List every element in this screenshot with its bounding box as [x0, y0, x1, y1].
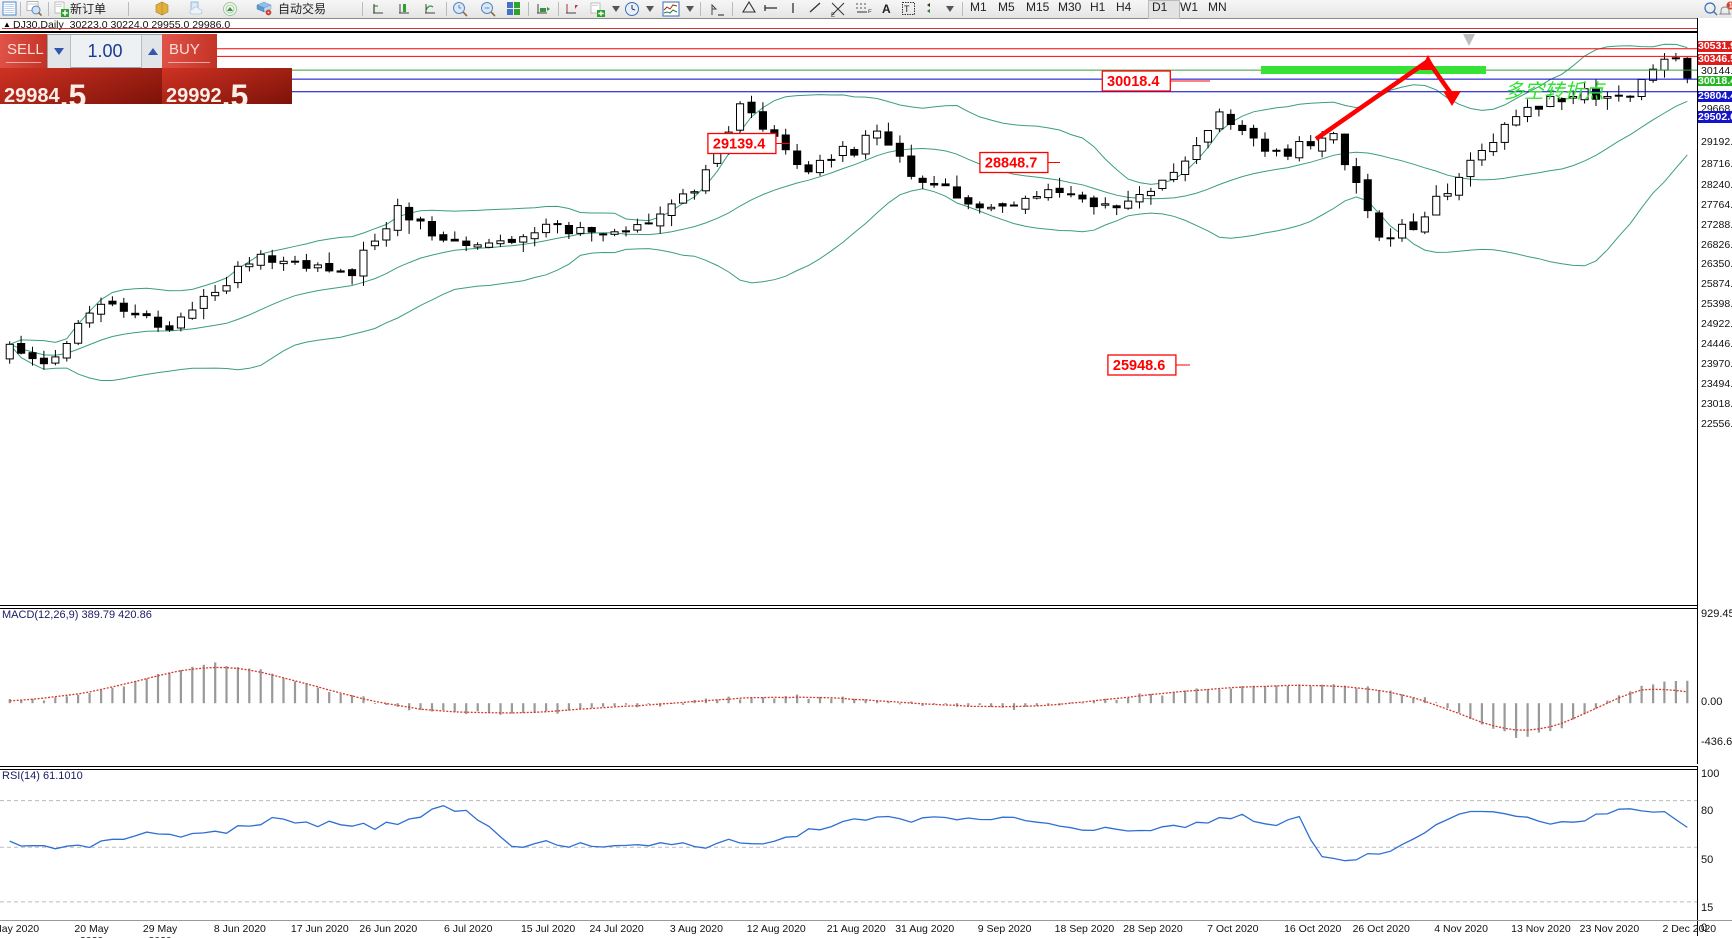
svg-text:E: E [831, 13, 835, 17]
svg-text:28848.7: 28848.7 [985, 156, 1037, 172]
svg-text:25948.6: 25948.6 [1113, 358, 1165, 374]
svg-text:A: A [882, 2, 891, 14]
svg-text:多空转折点: 多空转折点 [1504, 81, 1606, 103]
svg-text:30018.4: 30018.4 [1107, 74, 1159, 90]
svg-text:F: F [868, 10, 872, 13]
svg-text:29139.4: 29139.4 [713, 137, 765, 153]
svg-text:T: T [904, 4, 910, 14]
